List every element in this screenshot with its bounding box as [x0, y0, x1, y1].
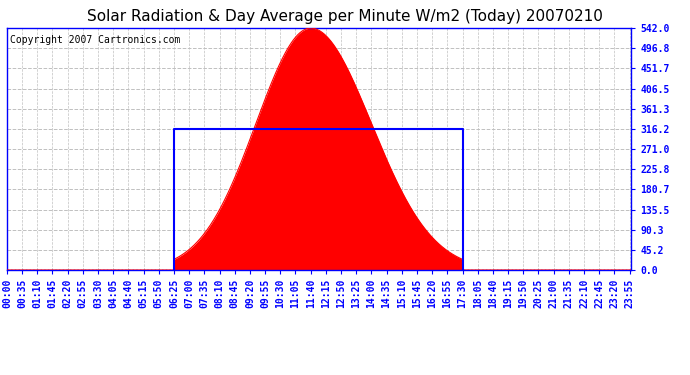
Text: Copyright 2007 Cartronics.com: Copyright 2007 Cartronics.com	[10, 35, 180, 45]
Text: Solar Radiation & Day Average per Minute W/m2 (Today) 20070210: Solar Radiation & Day Average per Minute…	[87, 9, 603, 24]
